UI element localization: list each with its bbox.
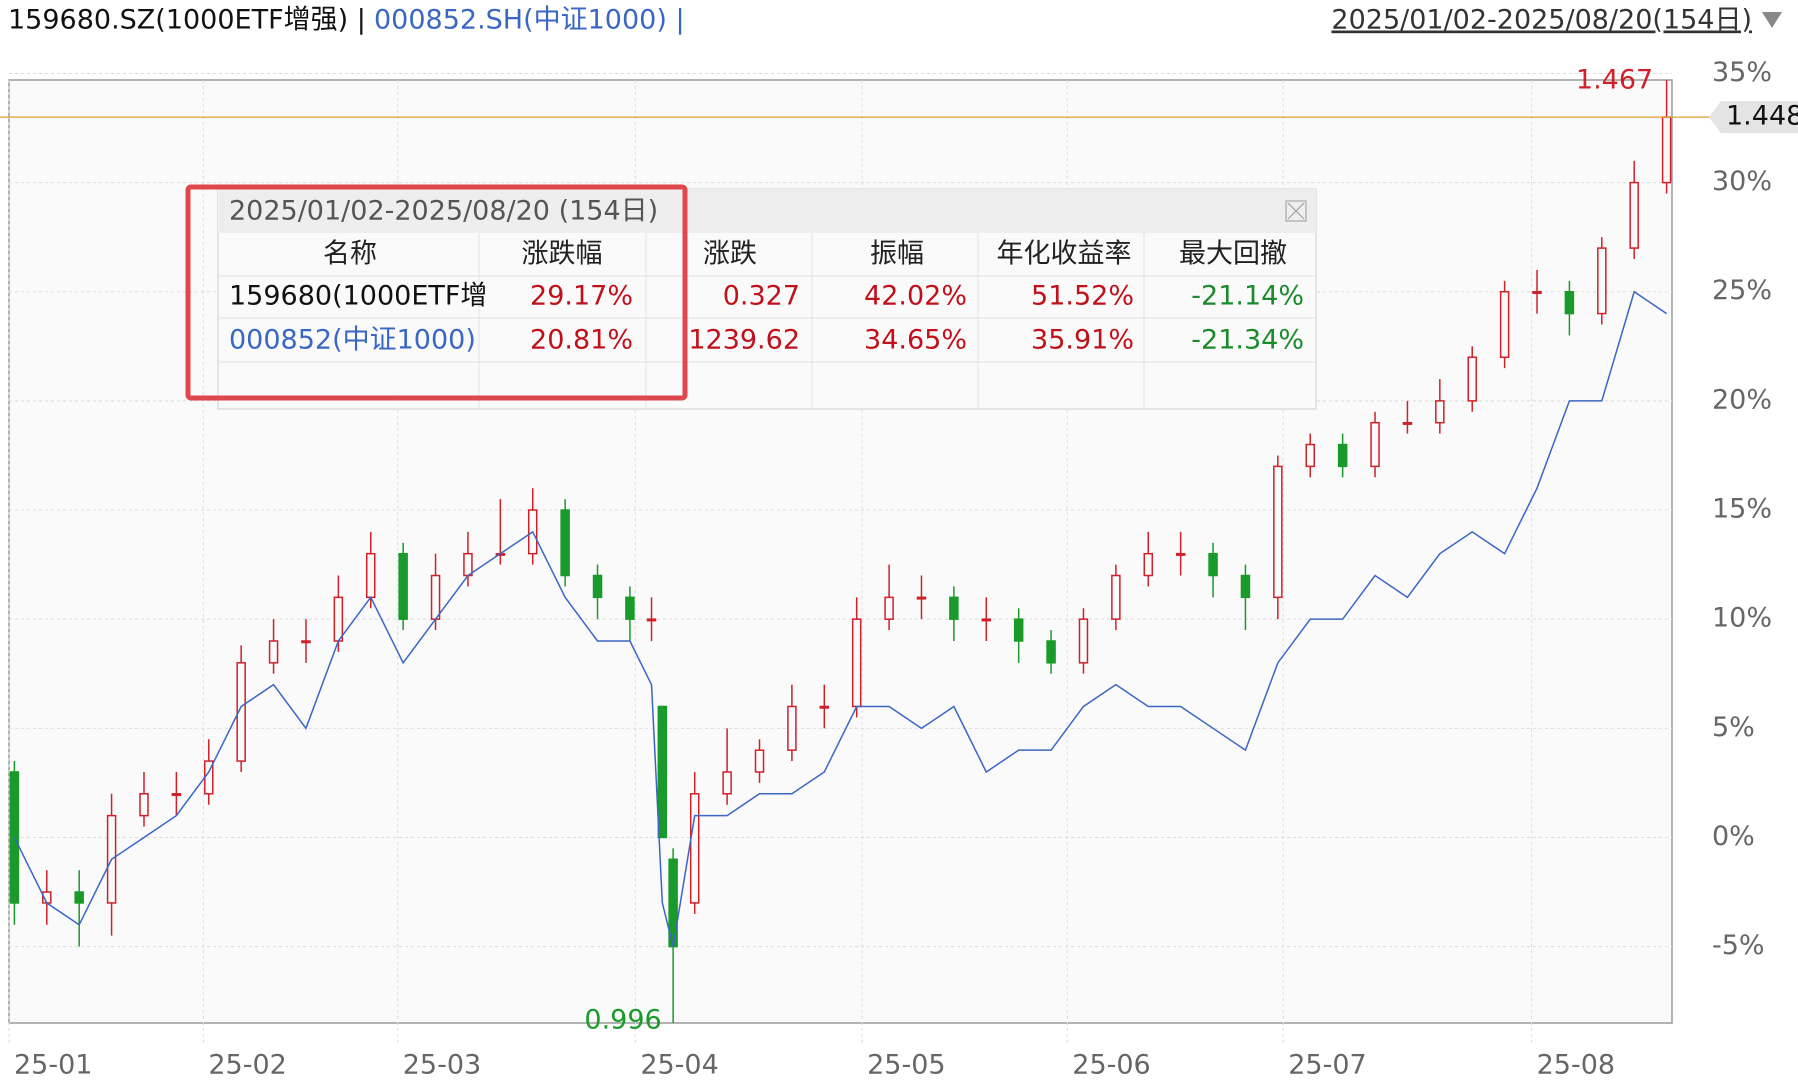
x-tick-label: 25-06 xyxy=(1072,1050,1150,1081)
candle-body xyxy=(819,705,830,709)
candle-body xyxy=(1046,640,1056,664)
row-value: 1239.62 xyxy=(688,325,800,356)
candle-body xyxy=(657,705,668,839)
y-tick-label: 10% xyxy=(1712,603,1772,634)
min-label: 0.996 xyxy=(584,1005,661,1036)
panel-title: 2025/01/02-2025/08/20 (154日) xyxy=(229,196,658,227)
candle-body xyxy=(1532,290,1542,294)
candle-body xyxy=(171,793,182,797)
candle-body xyxy=(398,552,408,620)
candle-body xyxy=(236,662,246,762)
candle-body xyxy=(592,574,603,599)
candle-body xyxy=(139,793,149,817)
max-label: 1.467 xyxy=(1576,65,1653,96)
candle-body xyxy=(1240,574,1251,599)
y-tick-label: -5% xyxy=(1712,930,1765,961)
row-value: 20.81% xyxy=(530,325,633,356)
stats-panel: 2025/01/02-2025/08/20 (154日) 名称 涨跌幅 涨跌 振幅 年化… xyxy=(217,188,1317,410)
x-tick-label: 25-08 xyxy=(1537,1050,1615,1081)
y-tick-label: 25% xyxy=(1712,275,1772,306)
candle-body xyxy=(463,552,473,577)
panel-header xyxy=(218,189,1316,233)
row-value: -21.34% xyxy=(1191,325,1304,356)
column-header: 最大回撤 xyxy=(1179,239,1287,270)
candle-body xyxy=(333,596,344,642)
column-header: 涨跌幅 xyxy=(522,239,603,270)
candle-body xyxy=(1013,618,1024,642)
candle-body xyxy=(1337,443,1348,468)
column-header: 年化收益率 xyxy=(997,239,1132,270)
x-tick-label: 25-04 xyxy=(640,1050,718,1081)
highlight-box xyxy=(185,184,688,401)
candle-body xyxy=(689,793,700,904)
candle-body xyxy=(1499,290,1510,358)
row-value: 35.91% xyxy=(1031,325,1134,356)
close-icon xyxy=(1287,202,1305,220)
series-name[interactable]: 000852.SH(中证1000) | xyxy=(374,5,685,36)
y-tick-label: 0% xyxy=(1712,821,1755,852)
candle-body xyxy=(787,705,797,751)
row-name: 000852(中证1000) xyxy=(229,325,476,356)
candle-body xyxy=(1175,552,1186,556)
candle-body xyxy=(851,618,862,708)
candle-body xyxy=(625,596,635,620)
series-name[interactable]: 159680.SZ(1000ETF增强) | xyxy=(8,5,366,36)
x-tick-label: 25-01 xyxy=(14,1050,92,1081)
candle-body xyxy=(1661,116,1672,184)
candle-body xyxy=(981,618,992,622)
row-value: 29.17% xyxy=(530,281,633,312)
candle-body xyxy=(646,618,657,622)
candle-body xyxy=(1564,290,1575,315)
x-tick-label: 25-05 xyxy=(867,1050,945,1081)
candle-body xyxy=(1402,421,1413,425)
row-value: 0.327 xyxy=(723,281,800,312)
last-price-box xyxy=(1709,101,1798,134)
candle-body xyxy=(1629,181,1639,249)
row-name: 159680(1000ETF增 xyxy=(229,281,487,312)
candle-body xyxy=(916,596,927,600)
candle-body xyxy=(1597,247,1607,315)
index-line xyxy=(13,290,1668,947)
candle-body xyxy=(1078,618,1089,664)
row-value: 42.02% xyxy=(864,281,967,312)
candle-body xyxy=(1208,552,1218,577)
x-tick-label: 25-03 xyxy=(403,1050,481,1081)
candle-body xyxy=(366,552,376,599)
x-tick-label: 25-07 xyxy=(1288,1050,1366,1081)
candle-body xyxy=(1467,356,1477,402)
y-tick-label: 20% xyxy=(1712,384,1772,415)
last-price-label: 1.448 xyxy=(1726,101,1798,132)
dropdown-arrow[interactable] xyxy=(1762,12,1782,28)
candle-body xyxy=(301,640,311,644)
candle-body xyxy=(722,771,732,795)
candle-body xyxy=(74,891,84,904)
candle-body xyxy=(949,596,959,620)
candle-body xyxy=(1111,574,1121,620)
candle-body xyxy=(1305,443,1315,468)
row-value: 34.65% xyxy=(864,325,967,356)
candle-body xyxy=(884,596,894,620)
candle-body xyxy=(754,749,765,773)
candle-body xyxy=(1435,400,1445,424)
candle-body xyxy=(1273,465,1283,599)
y-tick-label: 15% xyxy=(1712,494,1772,525)
column-header: 涨跌 xyxy=(703,239,757,270)
candle-body xyxy=(560,509,570,577)
candle-body xyxy=(268,640,279,664)
y-tick-label: 5% xyxy=(1712,712,1755,743)
column-header: 振幅 xyxy=(870,239,924,270)
y-tick-label: 30% xyxy=(1712,166,1772,197)
y-tick-label: 35% xyxy=(1712,57,1772,88)
date-range[interactable]: 2025/01/02-2025/08/20(154日) xyxy=(1331,5,1752,36)
candle-body xyxy=(1143,552,1154,577)
row-value: -21.14% xyxy=(1191,281,1304,312)
x-tick-label: 25-02 xyxy=(208,1050,286,1081)
row-value: 51.52% xyxy=(1031,281,1134,312)
candle-body xyxy=(1370,421,1380,468)
column-header: 名称 xyxy=(323,239,377,270)
candle-body xyxy=(430,574,441,620)
column-separators xyxy=(218,233,1316,409)
close-button[interactable] xyxy=(1285,200,1307,222)
